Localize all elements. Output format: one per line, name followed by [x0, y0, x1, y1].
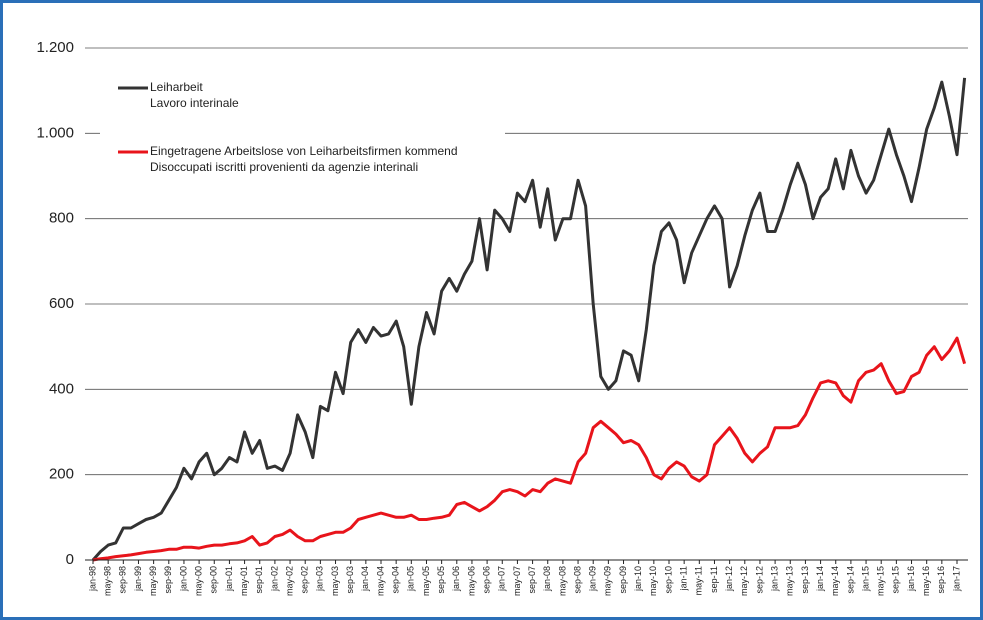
x-tick-label: jan-02 — [269, 566, 279, 592]
x-tick-label: may-02 — [284, 566, 294, 596]
legend-label: Leiharbeit — [150, 80, 203, 94]
x-tick-label: may-06 — [466, 566, 476, 596]
x-tick-label: sep-12 — [754, 566, 764, 594]
x-tick-label: sep-14 — [845, 566, 855, 594]
x-tick-label: sep-09 — [618, 566, 628, 594]
series-line — [92, 336, 967, 562]
x-tick-label: jan-07 — [497, 566, 507, 592]
x-tick-label: jan-04 — [360, 566, 370, 592]
x-tick-label: sep-99 — [163, 566, 173, 594]
x-tick-label: may-07 — [512, 566, 522, 596]
y-tick-label: 200 — [49, 466, 74, 483]
legend-background — [100, 68, 505, 180]
x-tick-label: jan-01 — [224, 566, 234, 592]
x-tick-label: jan-11 — [679, 566, 689, 591]
x-tick-label: may-03 — [330, 566, 340, 596]
x-tick-label: sep-07 — [527, 566, 537, 594]
x-tick-label: sep-10 — [663, 566, 673, 594]
x-tick-label: jan-09 — [588, 566, 598, 592]
x-tick-label: sep-03 — [345, 566, 355, 594]
legend-label: Lavoro interinale — [150, 96, 239, 110]
x-tick-label: jan-14 — [815, 566, 825, 592]
legend-label: Disoccupati iscritti provenienti da agen… — [150, 160, 418, 174]
x-tick-label: may-99 — [148, 566, 158, 596]
x-tick-label: sep-16 — [936, 566, 946, 594]
x-tick-label: jan-03 — [315, 566, 325, 592]
x-tick-label: jan-05 — [406, 566, 416, 592]
x-tick-label: may-15 — [876, 566, 886, 596]
x-tick-label: may-11 — [694, 566, 704, 595]
x-tick-label: jan-12 — [724, 566, 734, 592]
y-tick-label: 800 — [49, 210, 74, 227]
y-tick-label: 0 — [66, 551, 74, 568]
x-tick-label: jan-15 — [860, 566, 870, 592]
x-tick-label: jan-13 — [769, 566, 779, 592]
x-tick-label: sep-08 — [572, 566, 582, 594]
legend-label: Eingetragene Arbeitslose von Leiharbeits… — [150, 144, 458, 158]
x-tick-label: sep-02 — [300, 566, 310, 594]
x-tick-label: jan-10 — [633, 566, 643, 592]
x-tick-label: jan-98 — [87, 566, 97, 592]
x-tick-label: jan-17 — [951, 566, 961, 592]
x-tick-label: may-04 — [375, 566, 385, 596]
x-tick-label: sep-15 — [891, 566, 901, 594]
x-tick-label: may-16 — [921, 566, 931, 596]
series-line — [91, 77, 967, 561]
y-tick-label: 600 — [49, 295, 74, 312]
x-tick-label: may-14 — [830, 566, 840, 596]
x-tick-label: may-00 — [193, 566, 203, 596]
x-tick-label: sep-06 — [481, 566, 491, 594]
x-tick-label: jan-00 — [178, 566, 188, 592]
x-tick-label: may-01 — [239, 566, 249, 596]
x-tick-label: jan-16 — [906, 566, 916, 592]
x-tick-label: sep-05 — [436, 566, 446, 594]
x-tick-label: may-13 — [785, 566, 795, 596]
x-tick-label: sep-01 — [254, 566, 264, 594]
y-tick-label: 400 — [49, 380, 74, 397]
x-tick-label: may-08 — [557, 566, 567, 596]
x-tick-label: may-98 — [103, 566, 113, 596]
x-tick-label: may-12 — [739, 566, 749, 596]
x-tick-label: jan-99 — [133, 566, 143, 592]
x-tick-label: may-10 — [648, 566, 658, 596]
x-tick-label: may-05 — [421, 566, 431, 596]
x-tick-label: may-09 — [603, 566, 613, 596]
y-tick-label: 1.200 — [36, 39, 74, 56]
x-tick-label: sep-00 — [209, 566, 219, 594]
x-tick-label: sep-11 — [709, 566, 719, 593]
x-tick-label: jan-08 — [542, 566, 552, 592]
x-tick-label: sep-04 — [391, 566, 401, 594]
x-tick-label: sep-13 — [800, 566, 810, 594]
y-tick-label: 1.000 — [36, 124, 74, 141]
x-tick-label: jan-06 — [451, 566, 461, 592]
x-tick-label: sep-98 — [118, 566, 128, 594]
